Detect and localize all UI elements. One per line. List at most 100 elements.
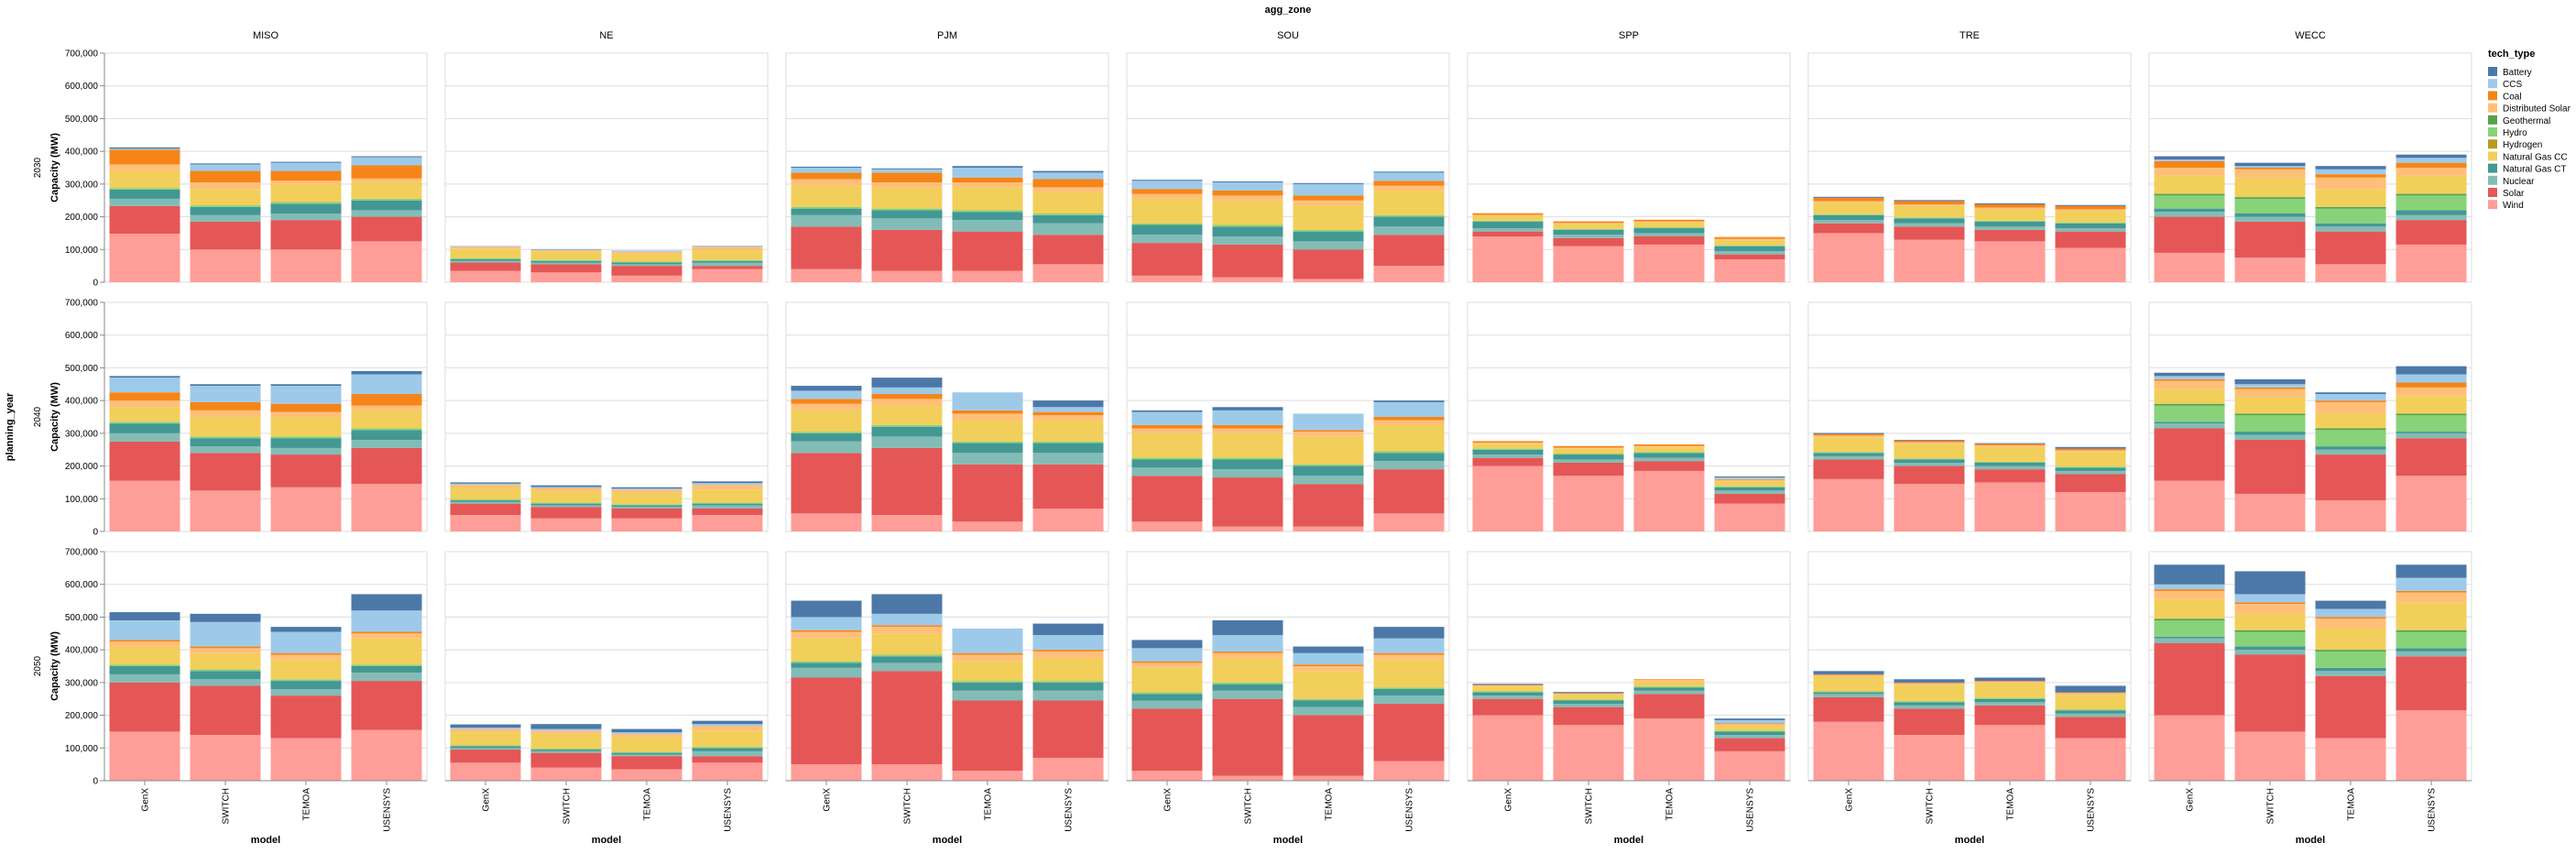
y-tick-label: 100,000 bbox=[65, 495, 99, 505]
bar-segment-wind bbox=[1715, 504, 1785, 531]
bar-segment-hydro bbox=[2316, 430, 2386, 446]
bar-segment-natural-gas-ct bbox=[1814, 693, 1884, 695]
bar-segment-coal bbox=[271, 653, 342, 655]
legend-label: Solar bbox=[2503, 189, 2525, 199]
bar-segment-wind bbox=[1634, 471, 1705, 531]
bar-segment-natural-gas-cc bbox=[2235, 398, 2306, 414]
bar-segment-natural-gas-ct bbox=[2396, 210, 2467, 214]
bar-segment-solar bbox=[2056, 475, 2126, 493]
bar-segment-nuclear bbox=[1213, 236, 1283, 245]
bar-segment-coal bbox=[1814, 434, 1884, 436]
bar-segment-wind bbox=[352, 241, 422, 282]
bar-segment-battery bbox=[791, 386, 862, 390]
bar-segment-battery bbox=[2155, 157, 2225, 160]
bar-segment-coal bbox=[1213, 651, 1283, 653]
bar-segment-distributed-solar bbox=[953, 182, 1023, 187]
legend-swatch-nuclear bbox=[2488, 176, 2497, 185]
bar-segment-wind bbox=[2056, 248, 2126, 283]
bar-segment-ccs bbox=[1715, 720, 1785, 724]
bar-segment-ccs bbox=[191, 386, 261, 402]
bar-segment-ccs bbox=[1132, 412, 1203, 425]
bar-segment-natural-gas-ct bbox=[1033, 683, 1104, 691]
bar-segment-natural-gas-cc bbox=[1033, 421, 1104, 442]
bar-segment-natural-gas-cc bbox=[1033, 658, 1104, 681]
bar-segment-solar bbox=[1894, 708, 1965, 735]
bar-segment-solar bbox=[531, 507, 602, 519]
x-tick-label: USENSYS bbox=[724, 788, 734, 832]
bar-segment-ccs bbox=[953, 392, 1023, 411]
bar-segment-hydro bbox=[110, 664, 180, 666]
bar-segment-natural-gas-cc bbox=[2396, 176, 2467, 194]
bar-segment-distributed-solar bbox=[2316, 619, 2386, 629]
bar-segment-distributed-solar bbox=[1374, 421, 1445, 425]
bar-segment-hydro bbox=[872, 209, 943, 211]
bar-segment-coal bbox=[2155, 589, 2225, 591]
bar-segment-distributed-solar bbox=[451, 485, 521, 488]
x-tick-label: SWITCH bbox=[1585, 788, 1595, 824]
bar-segment-ccs bbox=[2235, 166, 2306, 168]
bar-segment-wind bbox=[271, 487, 342, 531]
bar-segment-natural-gas-cc bbox=[1473, 216, 1544, 221]
bar-segment-natural-gas-cc bbox=[953, 187, 1023, 210]
bar-segment-natural-gas-ct bbox=[1715, 731, 1785, 735]
bar-segment-battery bbox=[531, 724, 602, 728]
bar-segment-natural-gas-ct bbox=[1554, 454, 1624, 459]
bar-segment-natural-gas-ct bbox=[1975, 699, 2046, 703]
bar-segment-natural-gas-cc bbox=[612, 254, 682, 262]
bar-segment-wind bbox=[872, 764, 943, 781]
bar-segment-wind bbox=[2235, 494, 2306, 531]
bar-segment-wind bbox=[1213, 278, 1283, 282]
y-tick-label: 0 bbox=[93, 279, 98, 289]
bar-segment-nuclear bbox=[110, 674, 180, 683]
bar-segment-natural-gas-ct bbox=[1634, 228, 1705, 233]
bar-segment-coal bbox=[191, 171, 261, 183]
bar-segment-hydro bbox=[1975, 698, 2046, 699]
bar-segment-coal bbox=[1473, 214, 1544, 215]
bar-segment-geothermal bbox=[2155, 194, 2225, 196]
bar-segment-hydro bbox=[1132, 693, 1203, 695]
bar-segment-solar bbox=[953, 232, 1023, 271]
bar-segment-distributed-solar bbox=[191, 182, 261, 189]
bar-segment-solar bbox=[2396, 220, 2467, 245]
bar-segment-natural-gas-ct bbox=[693, 748, 763, 751]
bar-segment-coal bbox=[1634, 220, 1705, 222]
bar-segment-coal bbox=[1033, 650, 1104, 651]
bar-segment-nuclear bbox=[191, 446, 261, 453]
legend-label: Distributed Solar bbox=[2503, 104, 2571, 115]
legend-swatch-ccs bbox=[2488, 79, 2497, 88]
bar-segment-hydro bbox=[2155, 620, 2225, 637]
bar-segment-ccs bbox=[612, 488, 682, 489]
bar-segment-natural-gas-ct bbox=[2316, 446, 2386, 450]
bar-segment-solar bbox=[1374, 235, 1445, 266]
bar-segment-hydro bbox=[1975, 462, 2046, 463]
bar-segment-solar bbox=[2056, 232, 2126, 248]
bar-segment-coal bbox=[1374, 653, 1445, 655]
bar-segment-coal bbox=[1213, 425, 1283, 429]
bar-segment-wind bbox=[1132, 276, 1203, 282]
bar-segment-nuclear bbox=[1293, 707, 1364, 716]
bar-segment-natural-gas-cc bbox=[1634, 447, 1705, 452]
bar-segment-natural-gas-ct bbox=[271, 438, 342, 448]
bar-segment-ccs bbox=[872, 388, 943, 394]
bar-segment-hydro bbox=[1554, 229, 1624, 230]
bar-segment-battery bbox=[191, 384, 261, 386]
bar-segment-natural-gas-cc bbox=[2316, 189, 2386, 207]
bar-segment-wind bbox=[1975, 482, 2046, 531]
bar-segment-wind bbox=[110, 481, 180, 531]
bar-segment-ccs bbox=[612, 732, 682, 734]
bar-segment-wind bbox=[953, 271, 1023, 283]
bar-segment-natural-gas-ct bbox=[531, 750, 602, 751]
bar-segment-distributed-solar bbox=[2056, 693, 2126, 695]
x-tick-label: GenX bbox=[141, 788, 151, 812]
bar-segment-nuclear bbox=[352, 673, 422, 681]
bar-segment-coal bbox=[1814, 674, 1884, 675]
bar-segment-nuclear bbox=[191, 679, 261, 685]
bar-segment-hydro bbox=[1814, 692, 1884, 693]
bar-segment-distributed-solar bbox=[1814, 435, 1884, 437]
x-tick-label: USENSYS bbox=[2428, 788, 2438, 832]
x-axis-title: model bbox=[2296, 835, 2325, 846]
bar-segment-nuclear bbox=[451, 502, 521, 504]
bar-segment-ccs bbox=[1715, 477, 1785, 479]
bar-segment-natural-gas-cc bbox=[2396, 396, 2467, 414]
bar-segment-battery bbox=[2056, 447, 2126, 449]
